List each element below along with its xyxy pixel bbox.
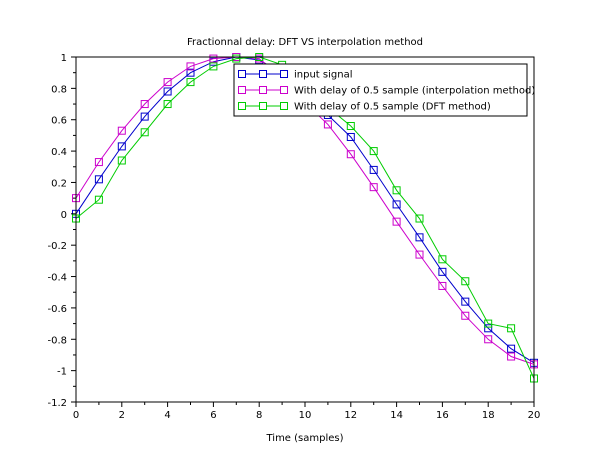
- x-tick-label: 10: [299, 410, 312, 421]
- data-point: [484, 319, 493, 328]
- legend-marker: [238, 70, 246, 78]
- x-axis-label: Time (samples): [265, 433, 343, 444]
- data-point: [94, 158, 103, 167]
- data-point: [507, 352, 516, 361]
- x-tick-label: 0: [73, 410, 79, 421]
- data-point: [346, 150, 355, 159]
- data-point: [369, 183, 378, 192]
- data-point: [484, 335, 493, 344]
- legend-marker: [280, 70, 288, 78]
- data-point: [461, 311, 470, 320]
- data-point: [461, 297, 470, 306]
- data-point: [186, 62, 195, 71]
- data-point: [507, 344, 516, 353]
- y-tick-label: 0.8: [51, 84, 67, 95]
- data-point: [507, 324, 516, 333]
- legend-marker: [280, 102, 288, 110]
- data-point: [186, 78, 195, 87]
- chart-title: Fractionnal delay: DFT VS interpolation …: [187, 37, 423, 48]
- data-point: [438, 267, 447, 276]
- data-point: [232, 54, 241, 63]
- data-point: [415, 250, 424, 259]
- legend-item: With delay of 0.5 sample (interpolation …: [238, 86, 535, 97]
- legend-label: input signal: [294, 70, 352, 81]
- data-point: [163, 87, 172, 96]
- data-point: [346, 132, 355, 141]
- data-point: [140, 128, 149, 137]
- x-tick-label: 14: [390, 410, 403, 421]
- data-point: [140, 112, 149, 121]
- data-point: [163, 78, 172, 87]
- data-point: [186, 68, 195, 77]
- x-tick-label: 6: [210, 410, 216, 421]
- legend-marker: [238, 86, 246, 94]
- data-point: [369, 147, 378, 156]
- data-point: [163, 100, 172, 109]
- y-tick-label: 1: [61, 53, 67, 64]
- data-point: [117, 126, 126, 135]
- data-point: [117, 142, 126, 151]
- x-tick-label: 2: [119, 410, 125, 421]
- data-point: [117, 156, 126, 165]
- x-tick-label: 16: [436, 410, 449, 421]
- legend-label: With delay of 0.5 sample (DFT method): [294, 102, 491, 113]
- x-tick-label: 4: [164, 410, 170, 421]
- legend-marker: [238, 102, 246, 110]
- legend-marker: [259, 70, 267, 78]
- y-tick-label: 0.4: [51, 147, 67, 158]
- y-tick-label: -1.2: [47, 398, 67, 409]
- y-tick-label: -0.4: [47, 273, 67, 284]
- data-point: [392, 186, 401, 195]
- legend-item: With delay of 0.5 sample (DFT method): [238, 102, 491, 113]
- data-point: [94, 195, 103, 204]
- data-point: [484, 324, 493, 333]
- data-point: [94, 175, 103, 184]
- y-tick-label: 0.2: [51, 178, 67, 189]
- y-tick-label: -0.8: [47, 335, 67, 346]
- data-point: [461, 277, 470, 286]
- y-tick-label: 0.6: [51, 116, 67, 127]
- data-point: [415, 233, 424, 242]
- data-point: [209, 62, 218, 71]
- legend-marker: [259, 86, 267, 94]
- x-tick-label: 20: [528, 410, 541, 421]
- data-point: [438, 255, 447, 264]
- y-tick-label: -0.6: [47, 304, 67, 315]
- x-tick-label: 18: [482, 410, 495, 421]
- data-point: [209, 54, 218, 63]
- y-tick-label: -1: [57, 367, 67, 378]
- data-point: [346, 122, 355, 130]
- x-tick-label: 8: [256, 410, 262, 421]
- data-point: [140, 100, 149, 109]
- legend-label: With delay of 0.5 sample (interpolation …: [294, 86, 535, 97]
- legend: input signal With delay of 0.5 sample (in…: [233, 63, 535, 117]
- legend-marker: [280, 86, 288, 94]
- x-tick-label: 12: [344, 410, 357, 421]
- data-point: [369, 165, 378, 174]
- y-tick-label: -0.2: [47, 241, 67, 252]
- data-point: [438, 281, 447, 290]
- data-point: [392, 200, 401, 209]
- legend-marker: [259, 102, 267, 110]
- data-point: [323, 120, 332, 129]
- data-point: [392, 217, 401, 226]
- data-point: [415, 214, 424, 223]
- y-tick-label: 0: [61, 210, 67, 221]
- legend-item: input signal: [238, 70, 352, 81]
